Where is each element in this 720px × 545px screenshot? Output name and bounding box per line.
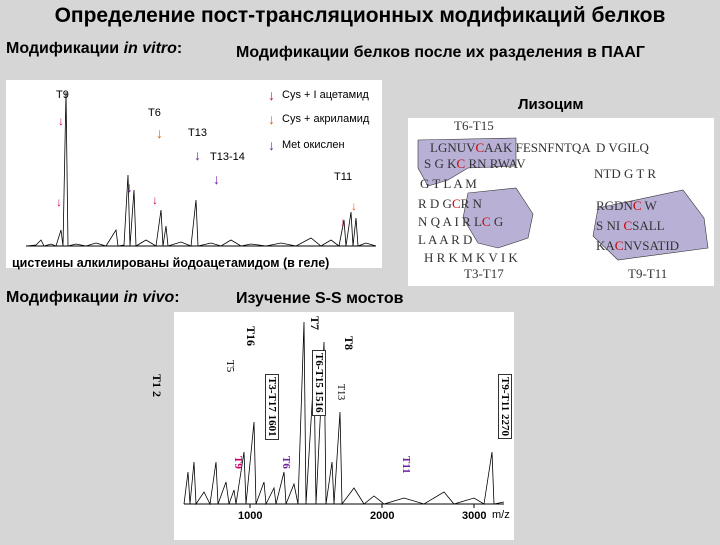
svg-text:↓: ↓ (194, 147, 201, 163)
spectrum-1-panel: T9 T6 T13 T13-14 T11 ↓ ↓ ↓ ↓ ↓ ↓ ↓ ↓ ↓ ↓… (6, 80, 382, 268)
svg-text:↓: ↓ (268, 87, 275, 103)
in-vitro-header: Модификации in vitro: (6, 40, 182, 58)
in-vivo-header: Модификации in vivo: (6, 289, 180, 307)
spectrum-2-svg: 1000 2000 3000 m/z (183, 321, 510, 522)
lysozyme-title: Лизоцим (518, 96, 584, 113)
peak2-t15: T5 (224, 360, 236, 373)
box-t6-t15 (417, 137, 517, 187)
mod-arrow-met-1: ↓ (194, 147, 201, 163)
svg-text:↓: ↓ (126, 179, 133, 195)
peak2-t6: T6 (280, 456, 292, 469)
legend-cys-iodo-label: Cys + I ацетамид (282, 89, 369, 101)
spectrum-2-panel: 1000 2000 3000 m/z (174, 312, 514, 540)
seq-strand-11: S NI CSALL (596, 218, 665, 233)
in-vivo-prefix: Модификации (6, 289, 124, 306)
seq-strand-12: KACNVSATID (596, 238, 679, 253)
mod-arrow-met-2: ↓ (213, 171, 220, 187)
peak2-t11: T11 (400, 456, 412, 474)
box-t9-t11 (592, 189, 709, 261)
peak2-t6t15: T6-T15 1516 (312, 350, 326, 416)
mod-arrow-cys-acryl-2: ↓ (351, 199, 357, 213)
svg-text:↓: ↓ (268, 137, 275, 153)
peak-label-t9: T9 (56, 89, 69, 101)
axis-2000: 2000 (370, 510, 394, 522)
peak-label-t13-14: T13-14 (210, 151, 245, 163)
svg-text:↓: ↓ (351, 199, 357, 213)
svg-text:↓: ↓ (56, 195, 62, 209)
mod-arrow-cys-iodo-4: ↓ (340, 215, 346, 229)
mod-arrow-cys-iodo-1: ↓ (58, 114, 64, 128)
seq-strand-1: LGNUVCAAK FESNFNTQA (430, 140, 591, 155)
spectrum-1-caption: цистеины алкилированы йодоацетамидом (в … (12, 256, 330, 270)
seq-strand-5: N Q A I R LC G (418, 214, 503, 229)
in-vitro-em: in vitro (123, 40, 177, 57)
svg-text:↓: ↓ (340, 215, 346, 229)
in-vivo-suffix: : (174, 289, 180, 306)
legend-cys-acryl: ↓ Cys + акриламид (268, 111, 370, 127)
svg-text:↓: ↓ (58, 114, 64, 128)
label-t3-t17: T3-T17 (464, 266, 504, 281)
peak2-t12: T1 2 (150, 374, 164, 398)
seq-strand-7: H R K M K V I K (424, 250, 518, 265)
peak2-t16: T16 (244, 326, 258, 347)
peak2-t3t17: T3-T17 1601 (265, 374, 279, 440)
legend-cys-iodo: ↓ Cys + I ацетамид (268, 87, 369, 103)
peak2-t13: T13 (335, 384, 346, 401)
lysozyme-diagram: T6-T15 T3-T17 T9-T11 LGNUVCAAK FESNFNTQA… (408, 118, 714, 286)
axis-unit: m/z (492, 509, 510, 521)
svg-text:↓: ↓ (268, 111, 275, 127)
seq-strand-2: S G KC RN RWAV (424, 156, 526, 171)
peak2-t9t11: T9-T11 2270 (498, 374, 512, 439)
spectrum-1-trace (25, 91, 377, 247)
page-title: Определение пост-трансляционных модифика… (54, 4, 666, 27)
seq-strand-4: R D GCR N (418, 196, 483, 211)
legend-met: ↓ Met окислен (268, 137, 345, 153)
peak2-t7: T7 (308, 316, 322, 331)
seq-strand-6: L A A R D (418, 232, 472, 247)
svg-text:↓: ↓ (213, 171, 220, 187)
paag-header: Модификации белков после их разделения в… (236, 44, 645, 61)
lysozyme-svg: T6-T15 T3-T17 T9-T11 LGNUVCAAK FESNFNTQA… (417, 118, 709, 281)
axis-3000: 3000 (462, 510, 486, 522)
in-vitro-suffix: : (176, 40, 183, 57)
mod-arrow-cys-acryl-1: ↓ (156, 125, 163, 141)
legend-cys-acryl-label: Cys + акриламид (282, 113, 370, 125)
seq-strand-10: RGDNC W (596, 198, 658, 213)
legend-met-label: Met окислен (282, 139, 345, 151)
mod-arrow-met-3: ↓ (126, 179, 133, 195)
seq-strand-8: D VGILQ (596, 140, 649, 155)
peak2-t18: T8 (342, 336, 356, 351)
in-vivo-em: in vivo (123, 289, 175, 306)
peak-label-t11: T11 (334, 171, 352, 183)
ss-bridges-header: Изучение S-S мостов (236, 290, 404, 307)
mod-arrow-cys-iodo-2: ↓ (56, 195, 62, 209)
in-vitro-prefix: Модификации (6, 40, 124, 57)
spectrum-2-trace (183, 321, 505, 506)
seq-strand-9: NTD G T R (594, 166, 656, 181)
svg-text:↓: ↓ (152, 193, 158, 207)
axis-1000: 1000 (238, 510, 262, 522)
peak2-t9: T9 (232, 456, 244, 469)
peak-label-t13: T13 (188, 127, 207, 139)
mod-arrow-cys-iodo-3: ↓ (152, 193, 158, 207)
peak-label-t6: T6 (148, 107, 161, 119)
spectrum-1-svg: T9 T6 T13 T13-14 T11 ↓ ↓ ↓ ↓ ↓ ↓ ↓ ↓ ↓ ↓… (25, 87, 377, 247)
box-t3-t17 (462, 187, 534, 249)
svg-text:↓: ↓ (156, 125, 163, 141)
label-t9-t11: T9-T11 (628, 266, 667, 281)
label-t6-t15: T6-T15 (454, 118, 494, 133)
seq-strand-3: G T L A M (420, 176, 477, 191)
